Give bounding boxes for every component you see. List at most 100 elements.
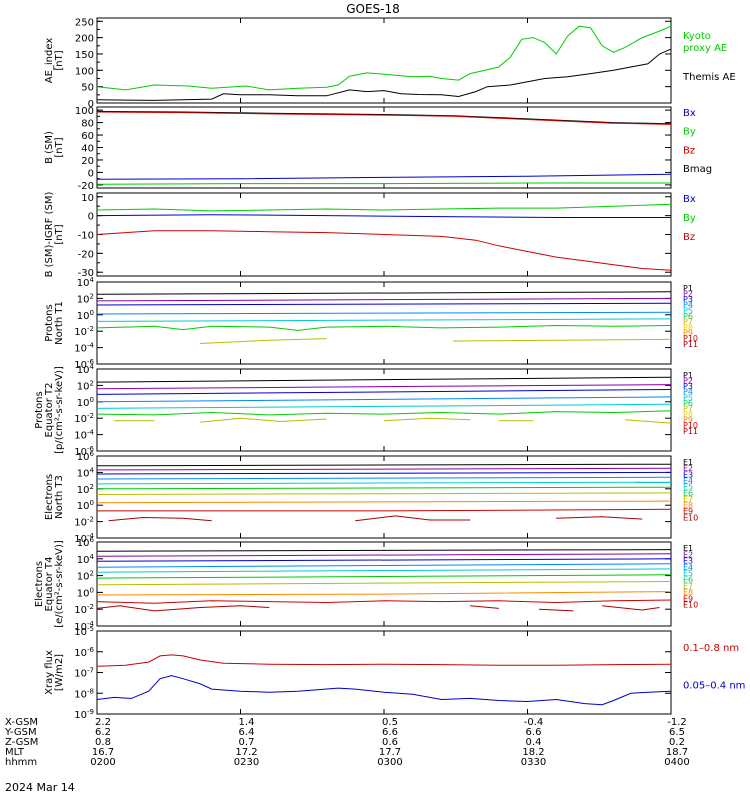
legend-entry: P4 <box>683 388 693 397</box>
y-tick-label: 10-4 <box>74 342 94 355</box>
figure-title: GOES-18 <box>346 2 400 16</box>
y-tick-label: 60 <box>81 131 94 142</box>
y-axis-label: B (SM)[nT] <box>44 131 65 164</box>
legend-entry: P5 <box>683 306 693 315</box>
series-line <box>96 302 672 306</box>
series-line <box>96 376 672 383</box>
legend-entry: E4 <box>683 476 693 485</box>
y-tick-label: 104 <box>77 466 95 479</box>
y-tick-label: 106 <box>77 536 95 549</box>
y-tick-label: 104 <box>77 276 95 289</box>
y-axis-label: B (SM)-IGRF (SM)[nT] <box>44 192 65 278</box>
legend-entry: E1 <box>683 458 693 467</box>
x-tick-value: -1.2 <box>667 717 687 728</box>
x-tick-value: 0.7 <box>239 737 255 748</box>
date-label: 2024 Mar 14 <box>5 781 75 794</box>
legend-entry: E10 <box>683 513 698 522</box>
legend-entry: Themis AE <box>682 72 736 83</box>
legend-entry: E6 <box>683 489 693 498</box>
legend-entry: E5 <box>683 483 693 492</box>
y-tick-label: 102 <box>77 483 94 496</box>
series-line <box>96 324 672 331</box>
legend-entry: Bz <box>683 232 695 243</box>
legend-entry: P9 <box>683 329 693 338</box>
y-tick-label: 100 <box>77 499 94 512</box>
legend-entry: E7 <box>683 582 693 591</box>
x-tick-value: 6.4 <box>239 727 255 738</box>
series-line <box>625 419 672 424</box>
y-axis-label: ElectronsEquator T4[e/(cm²-s-sr-keV)] <box>34 540 65 628</box>
y-tick-label: 100 <box>77 586 94 599</box>
x-tick-value: 0200 <box>90 757 115 768</box>
y-tick-label: 10-2 <box>74 516 94 529</box>
y-tick-label: -20 <box>78 249 94 260</box>
legend-entry: E3 <box>683 557 693 566</box>
series-line <box>96 384 672 390</box>
series-line <box>452 338 672 342</box>
y-tick-label: 200 <box>75 34 94 45</box>
y-tick-label: 102 <box>77 292 94 305</box>
series-line <box>96 182 671 185</box>
y-tick-label: 10-2 <box>74 603 94 616</box>
series-line <box>96 111 672 125</box>
y-tick-label: 100 <box>77 309 94 322</box>
y-tick-label: -20 <box>78 181 94 192</box>
y-tick-label: 10-5 <box>74 625 94 638</box>
y-tick-label: 10-8 <box>74 687 94 700</box>
legend-entry: proxy AE <box>683 43 727 54</box>
series-line <box>556 516 643 520</box>
x-tick-value: 17.7 <box>379 747 401 758</box>
y-tick-label: 104 <box>77 553 95 566</box>
legend-entry: P9 <box>683 416 693 425</box>
y-tick-label: 10-9 <box>74 708 94 721</box>
series-line <box>96 173 672 180</box>
x-tick-value: 0.5 <box>382 717 398 728</box>
series-line <box>96 403 672 409</box>
series-line <box>96 599 672 604</box>
y-tick-label: 10-4 <box>74 429 94 442</box>
series-line <box>96 214 671 218</box>
legend-entry: P10 <box>683 421 698 430</box>
legend-entry: E7 <box>683 495 693 504</box>
x-tick-value: -0.4 <box>524 717 544 728</box>
x-tick-value: 0300 <box>377 757 402 768</box>
legend-entry: P10 <box>683 334 698 343</box>
y-tick-label: 100 <box>75 106 94 117</box>
legend-entry: E9 <box>683 507 693 516</box>
x-tick-value: 6.6 <box>526 727 542 738</box>
y-tick-label: 10-2 <box>74 412 94 425</box>
panel-frame <box>96 630 672 715</box>
series-line <box>96 291 672 295</box>
series-line <box>538 608 574 612</box>
series-line <box>96 389 672 395</box>
series-line <box>355 515 471 522</box>
x-row-label: Y-GSM <box>4 727 37 738</box>
x-tick-value: 0330 <box>521 757 546 768</box>
x-tick-value: 0230 <box>234 757 259 768</box>
x-tick-value: 0.2 <box>669 737 685 748</box>
y-tick-label: 10-7 <box>74 667 94 680</box>
legend-entry: E2 <box>683 464 693 473</box>
legend-entry: P2 <box>683 290 693 299</box>
series-line <box>96 549 672 552</box>
legend-entry: P11 <box>683 427 698 436</box>
y-tick-label: 40 <box>81 144 94 155</box>
x-tick-value: 6.5 <box>669 727 685 738</box>
series-line <box>96 396 672 403</box>
series-line <box>96 410 672 416</box>
series-line <box>96 297 672 302</box>
series-line <box>96 486 672 490</box>
series-line <box>96 481 672 485</box>
series-line <box>200 417 327 423</box>
legend-entry: E6 <box>683 576 693 585</box>
legend-entry: E5 <box>683 569 693 578</box>
series-line <box>200 338 327 344</box>
x-tick-value: 6.2 <box>95 727 111 738</box>
y-tick-label: 250 <box>75 17 94 28</box>
series-line <box>96 110 672 125</box>
